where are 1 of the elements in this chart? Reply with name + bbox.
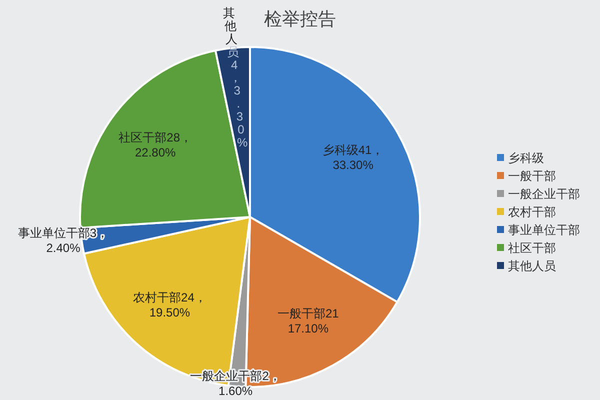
title: 检举控告	[264, 9, 336, 29]
